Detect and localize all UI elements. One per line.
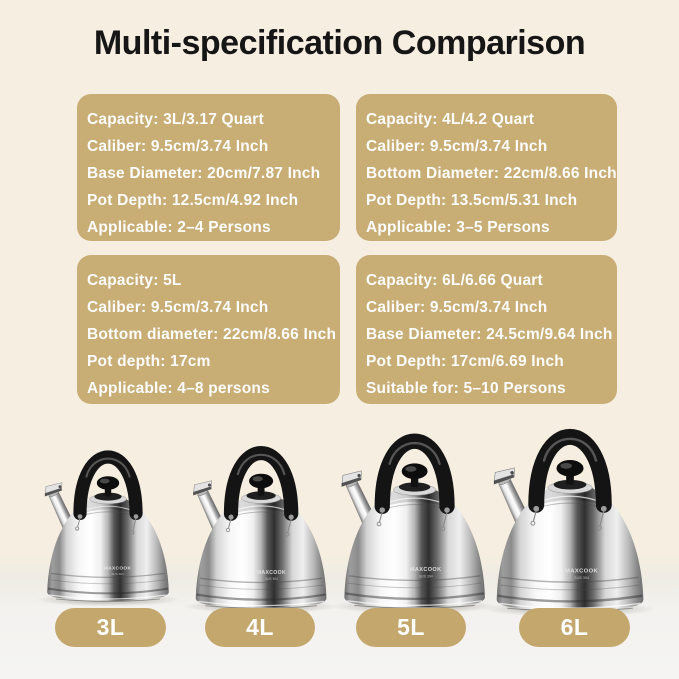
spec-line-depth: Pot Depth: 13.5cm/5.31 Inch <box>366 192 578 209</box>
spec-line-diameter: Bottom diameter: 22cm/8.66 Inch <box>87 326 337 343</box>
spec-line-diameter: Base Diameter: 24.5cm/9.64 Inch <box>366 326 613 343</box>
spec-line-capacity: Capacity: 6L/6.66 Quart <box>366 272 543 289</box>
spec-panel-6l: Capacity: 6L/6.66 Quart Caliber: 9.5cm/3… <box>356 255 617 404</box>
spec-line-caliber: Caliber: 9.5cm/3.74 Inch <box>87 299 269 316</box>
spec-line-suitable: Suitable for: 5–10 Persons <box>366 380 566 397</box>
spec-panel-4l: Capacity: 4L/4.2 Quart Caliber: 9.5cm/3.… <box>356 94 617 241</box>
spec-line-applicable: Applicable: 2–4 Persons <box>87 219 271 236</box>
spec-line-diameter: Base Diameter: 20cm/7.87 Inch <box>87 165 321 182</box>
kettle-5l-photo <box>331 441 498 614</box>
spec-line-capacity: Capacity: 3L/3.17 Quart <box>87 111 264 128</box>
spec-line-capacity: Capacity: 5L <box>87 272 182 289</box>
spec-line-depth: Pot depth: 17cm <box>87 353 211 370</box>
spec-panel-3l: Capacity: 3L/3.17 Quart Caliber: 9.5cm/3… <box>77 94 340 241</box>
size-badge-4l: 4L <box>205 608 315 647</box>
kettle-4l-photo <box>184 453 339 613</box>
spec-line-depth: Pot Depth: 12.5cm/4.92 Inch <box>87 192 299 209</box>
spec-line-capacity: Capacity: 4L/4.2 Quart <box>366 111 535 128</box>
size-badge-3l: 3L <box>55 608 166 647</box>
spec-panel-5l: Capacity: 5L Caliber: 9.5cm/3.74 Inch Bo… <box>77 255 340 404</box>
page-title: Multi-specification Comparison <box>93 24 586 62</box>
spec-line-caliber: Caliber: 9.5cm/3.74 Inch <box>366 299 548 316</box>
spec-line-depth: Pot Depth: 17cm/6.69 Inch <box>366 353 564 370</box>
kettle-6l-photo <box>483 437 657 617</box>
spec-line-applicable: Applicable: 4–8 persons <box>87 380 270 397</box>
spec-line-caliber: Caliber: 9.5cm/3.74 Inch <box>366 138 548 155</box>
size-badge-6l: 6L <box>519 608 630 647</box>
spec-line-caliber: Caliber: 9.5cm/3.74 Inch <box>87 138 269 155</box>
spec-line-diameter: Bottom Diameter: 22cm/8.66 Inch <box>366 165 617 182</box>
kettle-3l-photo <box>36 457 180 606</box>
spec-line-applicable: Applicable: 3–5 Persons <box>366 219 550 236</box>
size-badge-5l: 5L <box>356 608 466 647</box>
